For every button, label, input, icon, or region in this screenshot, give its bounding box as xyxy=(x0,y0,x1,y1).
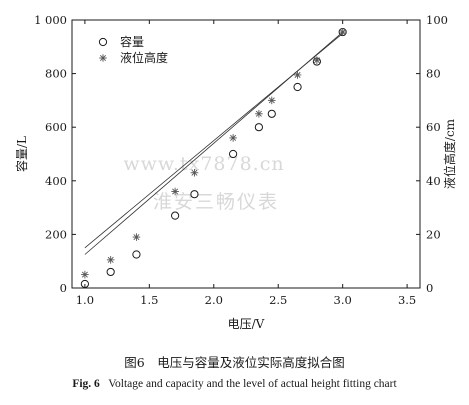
y-right-axis-label: 液位高度/cm xyxy=(442,118,457,189)
chart-svg: www.tx7878.cn 淮安三畅仪表 1.0 1.5 2.0 2.5 3.0 3.5 0… xyxy=(14,13,457,331)
figure-caption-english: Fig. 6 Voltage and capacity and the leve… xyxy=(0,378,469,390)
x-tick-label-5: 3.5 xyxy=(398,293,416,307)
level-point-7 xyxy=(267,96,276,105)
figure-caption-label: Fig. 6 xyxy=(72,378,100,390)
level-point-0 xyxy=(81,270,89,279)
level-point-2 xyxy=(132,233,141,241)
y-left-tick-label-5: 1 000 xyxy=(34,13,67,27)
axis-ticks xyxy=(72,19,420,289)
x-tick-label-0: 1.0 xyxy=(76,293,94,307)
y-left-tick-label-1: 200 xyxy=(45,227,67,241)
legend: 容量 液位高度 xyxy=(98,34,168,65)
watermark-url: www.tx7878.cn xyxy=(123,153,284,175)
x-tick-label-3: 2.5 xyxy=(269,293,287,307)
legend-item-capacity: 容量 xyxy=(98,34,144,49)
level-point-8 xyxy=(293,71,302,79)
watermark-text: 淮安三畅仪表 xyxy=(153,191,279,213)
legend-label-capacity: 容量 xyxy=(120,34,144,49)
y-left-axis-label: 容量/L xyxy=(14,136,29,172)
x-tick-label-4: 3.0 xyxy=(334,293,352,307)
tick-labels: 1.0 1.5 2.0 2.5 3.0 3.5 0 200 400 600 800 1 000 0 20 4… xyxy=(34,13,448,307)
y-right-tick-label-3: 60 xyxy=(426,120,441,134)
capacity-point-7 xyxy=(267,109,276,118)
y-right-tick-label-4: 80 xyxy=(426,67,441,81)
x-tick-label-2: 2.0 xyxy=(205,293,223,307)
capacity-point-3 xyxy=(171,211,180,220)
level-point-3 xyxy=(171,187,179,196)
legend-asterisk-glyph xyxy=(99,54,107,62)
level-point-5 xyxy=(229,134,237,142)
level-point-1 xyxy=(106,256,115,264)
fit-lines xyxy=(84,31,343,255)
x-tick-label-1: 1.5 xyxy=(140,293,158,307)
capacity-point-6 xyxy=(254,123,263,132)
x-axis-label: 电压/V xyxy=(228,317,265,331)
legend-circle-marker xyxy=(98,37,108,47)
y-right-tick-label-2: 40 xyxy=(426,174,441,188)
level-point-6 xyxy=(255,110,263,118)
watermark: www.tx7878.cn 淮安三畅仪表 xyxy=(123,153,284,213)
y-right-tick-label-0: 0 xyxy=(426,281,433,295)
y-right-tick-label-5: 100 xyxy=(426,13,448,27)
figure-caption-chinese: 图6 电压与容量及液位实际高度拟合图 xyxy=(124,355,345,370)
level-point-9 xyxy=(313,56,321,64)
figure-caption-text: Voltage and capacity and the level of ac… xyxy=(108,378,397,390)
legend-asterisk-marker xyxy=(99,54,107,62)
capacity-point-5 xyxy=(229,149,238,159)
capacity-point-8 xyxy=(293,82,302,92)
data-markers xyxy=(80,27,347,289)
legend-item-level: 液位高度 xyxy=(99,50,168,65)
y-right-tick-label-1: 20 xyxy=(426,227,441,241)
plot-frame xyxy=(71,19,421,289)
y-left-tick-label-3: 600 xyxy=(45,120,67,134)
y-left-tick-label-4: 800 xyxy=(45,67,67,81)
fit-line-level xyxy=(84,33,343,249)
capacity-point-4 xyxy=(190,190,199,199)
capacity-point-1 xyxy=(106,267,115,277)
capacity-point-2 xyxy=(132,250,141,259)
y-left-tick-label-0: 0 xyxy=(60,281,67,295)
y-left-tick-label-2: 400 xyxy=(45,174,67,188)
legend-label-level: 液位高度 xyxy=(120,50,168,65)
level-point-4 xyxy=(190,168,199,177)
level-point-10 xyxy=(338,28,347,36)
